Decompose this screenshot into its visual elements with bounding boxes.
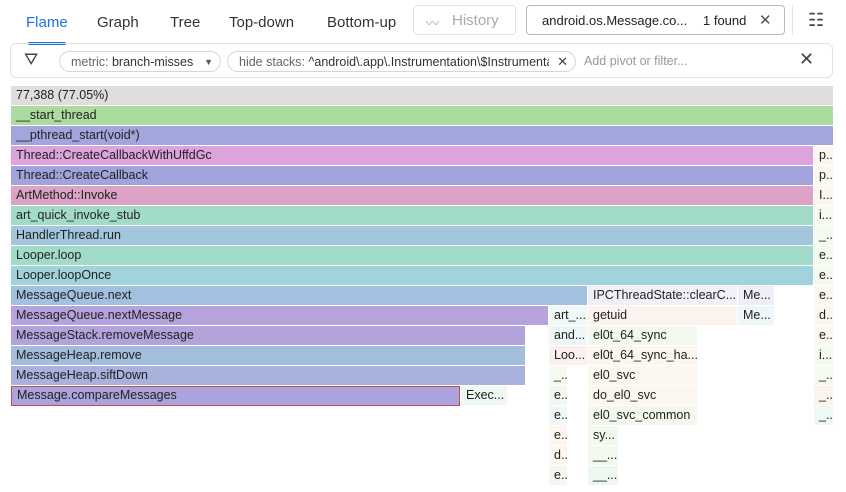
flame-frame[interactable]: e... — [814, 266, 833, 285]
flame-frame[interactable]: d... — [814, 306, 833, 325]
flame-frame[interactable]: art_quick_invoke_stub — [11, 206, 813, 225]
flame-frame[interactable]: HandlerThread.run — [11, 226, 813, 245]
remove-chip-icon[interactable]: ✕ — [557, 54, 568, 69]
tab-top-down[interactable]: Top-down — [229, 14, 295, 31]
flame-frame[interactable]: MessageHeap.siftDown — [11, 366, 525, 385]
flame-frame[interactable]: ArtMethod::Invoke — [11, 186, 813, 205]
flame-frame[interactable]: el0t_64_sync — [588, 326, 697, 345]
metric-text: metric: branch-misses — [71, 55, 199, 69]
metric-chip[interactable]: metric: branch-misses ▼ — [59, 51, 221, 72]
hide-stacks-key: hide stacks: — [239, 55, 306, 69]
flame-frame[interactable]: p... — [814, 146, 833, 165]
flame-frame[interactable]: getuid — [588, 306, 737, 325]
settings-sliders-icon[interactable]: ☷ — [808, 10, 825, 30]
divider — [792, 5, 793, 35]
clear-filters-icon[interactable]: ✕ — [799, 49, 815, 69]
flame-frame[interactable]: Me... — [738, 286, 774, 305]
flame-frame[interactable]: Looper.loop — [11, 246, 813, 265]
hide-stacks-text: hide stacks: ^android\.app\.Instrumentat… — [239, 55, 549, 69]
flame-frame[interactable]: e... — [549, 466, 567, 485]
search-value: android.os.Message.co... — [542, 13, 688, 28]
flame-frame[interactable]: el0_svc — [588, 366, 697, 385]
tab-tree[interactable]: Tree — [170, 14, 201, 31]
flame-frame[interactable]: __pthread_start(void*) — [11, 126, 833, 145]
tab-graph[interactable]: Graph — [97, 14, 139, 31]
hide-stacks-chip[interactable]: hide stacks: ^android\.app\.Instrumentat… — [227, 51, 576, 72]
flame-frame[interactable]: Exec... — [461, 386, 507, 405]
filter-icon: ⛛ — [24, 50, 39, 69]
flame-frame[interactable]: and... — [549, 326, 587, 345]
flame-frame[interactable]: do_el0_svc — [588, 386, 697, 405]
filter-bar: ⛛ metric: branch-misses ▼ hide stacks: ^… — [10, 43, 833, 78]
flame-frame[interactable]: __start_thread — [11, 106, 833, 125]
flame-frame[interactable]: _... — [814, 226, 833, 245]
flame-frame[interactable]: p... — [814, 166, 833, 185]
flame-frame[interactable]: e... — [814, 326, 833, 345]
flame-frame[interactable]: el0_svc_common — [588, 406, 697, 425]
flame-frame[interactable]: __... — [588, 446, 618, 465]
flame-frame[interactable]: e... — [549, 426, 567, 445]
add-filter-input[interactable]: Add pivot or filter... — [584, 54, 688, 68]
history-button[interactable]: 〰 History — [413, 5, 516, 35]
history-label: History — [452, 12, 499, 29]
flame-frame[interactable]: Thread::CreateCallbackWithUffdGc — [11, 146, 813, 165]
flame-frame[interactable]: i... — [814, 346, 833, 365]
flame-frame[interactable]: e... — [814, 246, 833, 265]
flame-frame[interactable]: __... — [588, 466, 618, 485]
flame-frame[interactable]: i... — [814, 206, 833, 225]
flame-frame[interactable]: art_... — [549, 306, 587, 325]
flame-frame[interactable]: 77,388 (77.05%) — [11, 86, 833, 105]
flame-frame[interactable]: _... — [814, 366, 833, 385]
dropdown-arrow-icon[interactable]: ▼ — [204, 57, 213, 67]
flame-frame[interactable]: e... — [814, 286, 833, 305]
flame-frame[interactable]: e... — [549, 386, 567, 405]
flame-frame[interactable]: Thread::CreateCallback — [11, 166, 813, 185]
flame-frame[interactable]: el0t_64_sync_ha... — [588, 346, 697, 365]
flame-frame[interactable]: _... — [814, 386, 833, 405]
clear-search-icon[interactable]: ✕ — [759, 12, 772, 29]
flame-frame[interactable]: _... — [549, 366, 567, 385]
flame-frame[interactable]: d... — [549, 446, 567, 465]
hide-stacks-value: ^android\.app\.Instrumentation\$Instrume… — [308, 55, 550, 69]
flame-frame[interactable]: I... — [814, 186, 833, 205]
tab-flame[interactable]: Flame — [26, 14, 68, 31]
flame-frame[interactable]: Message.compareMessages — [11, 386, 460, 406]
flame-frame[interactable]: Me... — [738, 306, 774, 325]
flame-frame[interactable]: MessageQueue.next — [11, 286, 587, 305]
flame-frame[interactable]: MessageQueue.nextMessage — [11, 306, 548, 325]
flame-frame[interactable]: e... — [549, 406, 567, 425]
flame-frame[interactable]: sy... — [588, 426, 618, 445]
flame-frame[interactable]: MessageHeap.remove — [11, 346, 525, 365]
metric-value: branch-misses — [111, 55, 194, 69]
flame-frame[interactable]: MessageStack.removeMessage — [11, 326, 525, 345]
trend-icon: 〰 — [426, 16, 440, 31]
search-result-count: 1 found — [703, 13, 747, 28]
tab-bottom-up[interactable]: Bottom-up — [327, 14, 397, 31]
flame-frame[interactable]: Looper.loopOnce — [11, 266, 813, 285]
metric-key: metric: — [71, 55, 109, 69]
flame-frame[interactable]: Loo... — [549, 346, 587, 365]
flame-frame[interactable]: IPCThreadState::clearC... — [588, 286, 737, 305]
search-input[interactable]: android.os.Message.co... 1 found ✕ — [526, 5, 785, 35]
flame-frame[interactable]: _... — [814, 406, 833, 425]
